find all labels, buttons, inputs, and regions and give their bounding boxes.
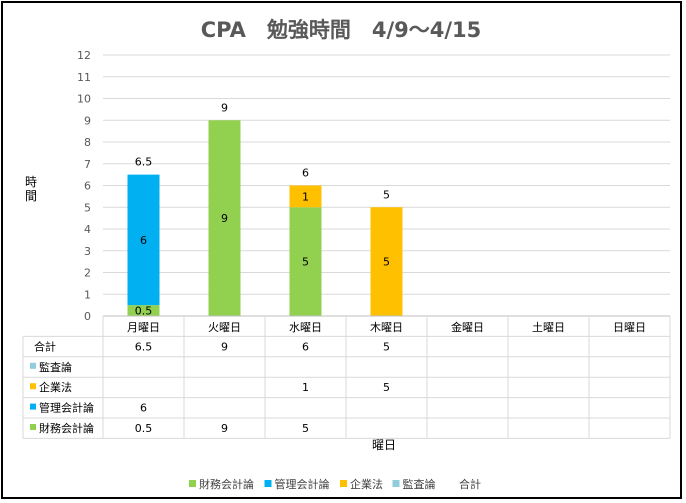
category-label: 金曜日 [451, 320, 484, 334]
total-label: 6.5 [135, 156, 153, 169]
data-label: 9 [221, 212, 228, 225]
y-tick-label: 12 [77, 49, 91, 62]
total-label: 6 [302, 167, 309, 180]
table-legend-key [30, 424, 36, 430]
legend-label: 合計 [459, 477, 481, 491]
legend: 財務会計論 管理会計論 企業法 監査論 合計 [189, 477, 481, 491]
legend-label: 監査論 [403, 477, 436, 491]
table-cell: 5 [383, 340, 390, 353]
category-label: 月曜日 [127, 321, 160, 334]
y-axis-title: 時間 [25, 175, 37, 203]
category-label: 木曜日 [370, 321, 403, 334]
table-cell: 9 [221, 340, 228, 353]
total-label: 5 [383, 188, 390, 201]
category-label: 日曜日 [613, 321, 646, 334]
bars [127, 120, 403, 316]
legend-key [340, 480, 347, 487]
table-row-label: 企業法 [39, 380, 72, 394]
table-row-label: 監査論 [39, 360, 72, 374]
table-row-label: 合計 [34, 339, 56, 353]
table-legend-key [30, 403, 36, 410]
table-cell: 0.5 [135, 422, 153, 435]
legend-key [264, 480, 272, 487]
legend-label: 管理会計論 [275, 477, 330, 491]
legend-label: 企業法 [350, 477, 383, 491]
category-label: 土曜日 [532, 321, 565, 334]
total-label: 9 [221, 101, 228, 114]
stacked-bar-chart: CPA 勉強時間 4/9～4/15 時間 曜日 0123456789101112… [22, 18, 671, 491]
table-cell: 6 [140, 402, 147, 415]
table-cell: 9 [221, 422, 228, 435]
bar-segment [289, 207, 322, 316]
legend-key [392, 480, 400, 487]
table-row-label: 財務会計論 [39, 421, 94, 435]
y-tick-label: 0 [84, 310, 91, 323]
y-tick-label: 6 [84, 180, 91, 193]
y-tick-label: 11 [77, 71, 91, 84]
y-tick-label: 1 [84, 288, 91, 301]
table-cell: 5 [383, 381, 390, 394]
table-legend-key [30, 383, 36, 390]
bar-segment [289, 185, 322, 208]
y-tick-label: 5 [84, 201, 91, 214]
category-label: 水曜日 [289, 321, 322, 334]
data-label: 5 [302, 256, 309, 269]
y-tick-label: 7 [84, 158, 91, 171]
y-tick-label: 2 [84, 267, 91, 280]
data-label: 0.5 [135, 305, 153, 318]
table-row-label: 管理会計論 [39, 401, 94, 415]
data-label: 5 [383, 256, 390, 269]
table-cell: 5 [302, 422, 309, 435]
x-axis-title: 曜日 [372, 438, 396, 452]
table-cell: 6 [302, 340, 309, 353]
table-legend-key [30, 362, 36, 369]
legend-key [189, 480, 196, 487]
y-tick-label: 9 [84, 114, 91, 127]
bar-segment [208, 120, 241, 316]
bar-segment [127, 174, 160, 306]
category-label: 火曜日 [208, 321, 241, 334]
data-label: 6 [140, 234, 147, 247]
legend-label: 財務会計論 [199, 477, 254, 491]
y-tick-label: 8 [84, 136, 91, 149]
bar-segment [127, 305, 160, 316]
y-tick-label: 10 [77, 93, 91, 106]
data-label: 1 [302, 190, 309, 203]
y-tick-label: 4 [84, 223, 91, 236]
bar-segment [370, 207, 403, 316]
table-cell: 6.5 [135, 340, 153, 353]
data-labels: 0.5 6 6.5 9 9 5 1 6 5 5 [135, 101, 390, 317]
table-cell: 1 [302, 381, 309, 394]
chart-title: CPA 勉強時間 4/9～4/15 [201, 18, 482, 42]
y-tick-label: 3 [84, 245, 91, 258]
